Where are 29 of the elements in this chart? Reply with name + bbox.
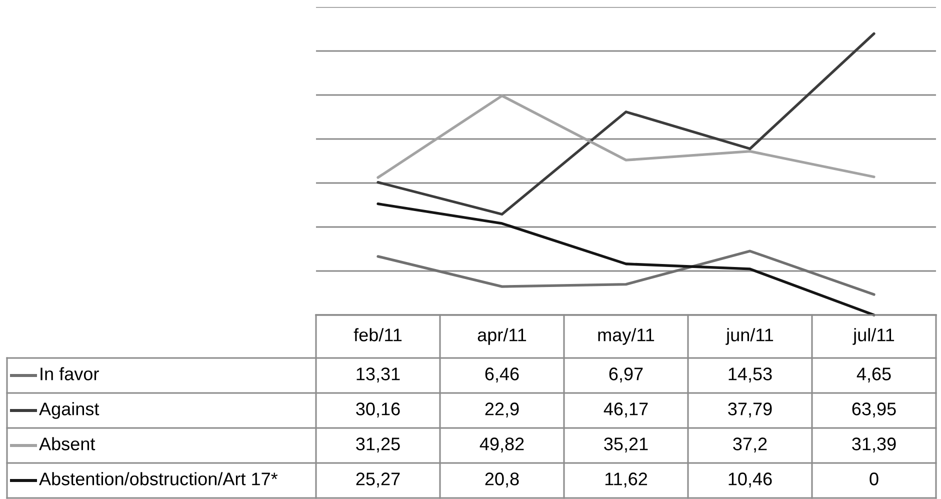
x-tick-label: jul/11 bbox=[852, 328, 894, 345]
legend-label: Absent bbox=[39, 437, 96, 450]
data-label: 4,65 bbox=[856, 368, 891, 382]
legend-label: In favor bbox=[40, 367, 99, 380]
legend-label: Abstention/obstruction/Art 17* bbox=[39, 472, 278, 486]
x-tick-label: may/11 bbox=[598, 328, 654, 345]
data-label: 6,97 bbox=[609, 368, 643, 382]
data-label: 46,17 bbox=[604, 402, 648, 418]
data-label: 11,62 bbox=[605, 472, 648, 488]
x-tick-label: feb/11 bbox=[354, 328, 402, 342]
data-label: 22,9 bbox=[485, 402, 519, 418]
data-label: 63,95 bbox=[852, 402, 896, 418]
data-label: 30,16 bbox=[356, 402, 400, 418]
data-label: 25,27 bbox=[356, 472, 400, 488]
data-label: 49,82 bbox=[480, 438, 524, 452]
x-tick-label: apr/11 bbox=[478, 328, 526, 345]
data-label: 0 bbox=[870, 472, 878, 486]
data-label: 13,31 bbox=[356, 368, 400, 382]
data-label: 31,25 bbox=[356, 438, 400, 452]
data-label: 35,21 bbox=[604, 438, 648, 452]
legend-label: Against bbox=[39, 402, 100, 419]
data-label: 6,46 bbox=[485, 368, 519, 382]
data-label: 37,2 bbox=[733, 438, 767, 452]
data-label: 37,79 bbox=[728, 402, 772, 418]
data-label: 31,39 bbox=[852, 438, 896, 452]
data-label: 10,46 bbox=[728, 472, 772, 488]
data-label: 20,8 bbox=[485, 472, 519, 488]
x-tick-label: jun/11 bbox=[726, 328, 774, 345]
data-label: 14,53 bbox=[728, 368, 772, 382]
